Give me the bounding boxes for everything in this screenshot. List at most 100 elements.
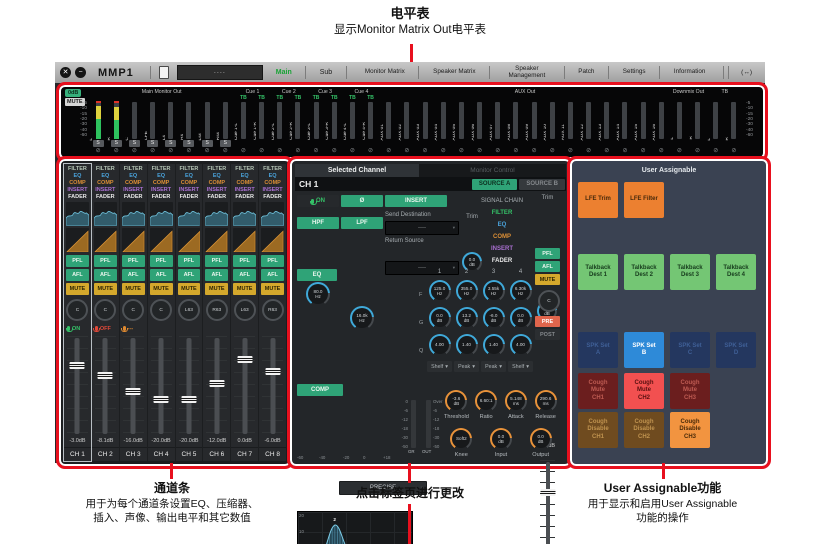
strip-eq-thumbnail[interactable] xyxy=(233,202,257,227)
talkback-button[interactable]: TB xyxy=(312,95,320,102)
comp-knob[interactable]: 290.6 ms xyxy=(534,390,557,412)
fader-handle[interactable] xyxy=(125,388,141,396)
solo-button[interactable]: S xyxy=(128,140,140,148)
solo-button[interactable]: S xyxy=(183,140,195,148)
talkback-button[interactable]: TB xyxy=(349,95,356,102)
strip-comp-thumbnail[interactable] xyxy=(233,228,257,253)
fader-handle[interactable] xyxy=(97,372,113,380)
strip-pan-knob[interactable]: C xyxy=(122,299,145,322)
eq-band-f-knob[interactable]: 6.30k Hz xyxy=(509,280,532,302)
strip-mute-button[interactable]: MUTE xyxy=(261,283,284,296)
eq-band-f-knob[interactable]: 125.0 Hz xyxy=(428,280,451,302)
eq-band-q-knob[interactable]: 1.40 xyxy=(482,334,505,356)
strip-pfl-button[interactable]: PFL xyxy=(233,255,257,268)
eq-band-f-knob[interactable]: 3.55k Hz xyxy=(482,280,505,302)
strip-eq-thumbnail[interactable] xyxy=(177,202,201,227)
connection-icon[interactable]: (↔) xyxy=(741,69,752,76)
eq-band-g-knob[interactable]: 13.2 dB xyxy=(455,307,478,329)
fader-handle[interactable] xyxy=(153,396,169,404)
strip-pfl-button[interactable]: PFL xyxy=(93,255,117,268)
comp-knob[interactable]: 0.0 dB xyxy=(529,428,552,450)
strip-pfl-button[interactable]: PFL xyxy=(66,255,89,268)
source-a-button[interactable]: SOURCE A xyxy=(471,178,518,190)
eq-marker-2[interactable]: 2 xyxy=(333,516,336,522)
strip-eq-thumbnail[interactable] xyxy=(149,202,173,227)
fader-handle[interactable] xyxy=(237,356,253,364)
strip-mute-button[interactable]: MUTE xyxy=(121,283,145,296)
eq-band-g-knob[interactable]: -6.0 dB xyxy=(482,307,505,329)
comp-button[interactable]: COMP xyxy=(297,384,343,396)
strip-comp-thumbnail[interactable] xyxy=(205,228,229,253)
eq-band-type-dropdown[interactable]: Peak ▾ xyxy=(454,361,479,372)
strip-mute-button[interactable]: MUTE xyxy=(149,283,173,296)
comp-knob[interactable]: Soft2 xyxy=(450,428,473,450)
strip-pan-knob[interactable]: L63 xyxy=(231,297,258,324)
titlebar-tab-monitor-matrix[interactable]: Monitor Matrix xyxy=(364,68,405,76)
solo-button[interactable]: S xyxy=(165,140,177,148)
trim1-knob[interactable]: 0.0 dB xyxy=(462,252,482,272)
strip-comp-thumbnail[interactable] xyxy=(93,228,117,253)
user-button-spk-set-c[interactable]: SPK Set C xyxy=(670,332,710,368)
strip-fader[interactable] xyxy=(206,336,228,436)
fader-handle[interactable] xyxy=(540,488,555,496)
insert-button[interactable]: INSERT xyxy=(385,195,447,207)
user-button-spk-set-d[interactable]: SPK Set D xyxy=(716,332,756,368)
solo-button[interactable]: S xyxy=(92,140,104,148)
talkback-button[interactable]: TB xyxy=(294,95,302,102)
titlebar-tab-speaker-management[interactable]: Speaker Management xyxy=(508,64,546,79)
strip-mute-button[interactable]: MUTE xyxy=(177,283,201,296)
user-button-spk-set-a[interactable]: SPK Set A xyxy=(578,332,618,368)
strip-pfl-button[interactable]: PFL xyxy=(177,255,201,268)
eq-band-type-dropdown[interactable]: Peak ▾ xyxy=(481,361,506,372)
strip-comp-thumbnail[interactable] xyxy=(149,228,173,253)
strip-fader[interactable] xyxy=(122,336,144,436)
user-button-talkback-dest-3[interactable]: Talkback Dest 3 xyxy=(670,254,710,290)
strip-eq-thumbnail[interactable] xyxy=(121,202,145,227)
hpf-button[interactable]: HPF xyxy=(297,217,339,229)
tab-monitor-control[interactable]: Monitor Control xyxy=(419,164,566,177)
lpf-knob[interactable]: 16.0k Hz xyxy=(350,306,374,330)
strip-pan-knob[interactable]: C xyxy=(94,299,117,322)
sub-mode-label[interactable]: Sub xyxy=(319,69,333,76)
strip-pan-knob[interactable]: R63 xyxy=(259,297,286,324)
solo-button[interactable]: S xyxy=(219,140,231,148)
talkback-button[interactable]: TB xyxy=(367,95,374,102)
pre-button[interactable]: PRE xyxy=(535,316,560,327)
titlebar-tab-information[interactable]: Information xyxy=(673,68,706,76)
strip-fader[interactable] xyxy=(67,336,88,436)
user-button-lfe-trim[interactable]: LFE Trim xyxy=(578,182,618,218)
strip-pfl-button[interactable]: PFL xyxy=(121,255,145,268)
talkback-button[interactable]: TB xyxy=(330,95,338,102)
user-button-cough-mute-ch2[interactable]: Cough Mute CH2 xyxy=(624,373,664,409)
comp-knob[interactable]: 6.60:1 xyxy=(475,390,498,412)
user-button-cough-disable-ch1[interactable]: Cough Disable CH1 xyxy=(578,412,618,448)
user-button-lfe-filter[interactable]: LFE Filter xyxy=(624,182,664,218)
channel-strip[interactable]: FILTER EQ COMP INSERT FADER PFL AFL MUTE R63 -6.0… xyxy=(259,164,286,461)
pan-knob[interactable]: C xyxy=(538,290,560,312)
channel-fader[interactable] xyxy=(540,460,555,544)
fader-handle[interactable] xyxy=(181,396,197,404)
pfl-button[interactable]: PFL xyxy=(535,248,560,259)
strip-eq-thumbnail[interactable] xyxy=(205,202,229,227)
strip-fader[interactable] xyxy=(178,336,200,436)
talkback-button[interactable]: TB xyxy=(258,95,265,102)
strip-comp-thumbnail[interactable] xyxy=(177,228,201,253)
titlebar-tab-speaker-matrix[interactable]: Speaker Matrix xyxy=(433,68,476,76)
strip-comp-thumbnail[interactable] xyxy=(121,228,145,253)
strip-eq-thumbnail[interactable] xyxy=(261,202,284,227)
titlebar-tab-settings[interactable]: Settings xyxy=(622,68,646,76)
minimize-icon[interactable]: − xyxy=(75,67,86,78)
eq-band-g-knob[interactable]: 0.0 dB xyxy=(509,307,532,329)
strip-afl-button[interactable]: AFL xyxy=(66,269,89,282)
strip-eq-thumbnail[interactable] xyxy=(93,202,117,227)
strip-afl-button[interactable]: AFL xyxy=(261,269,284,282)
meter-mute-button[interactable]: MUTE xyxy=(65,98,85,106)
strip-afl-button[interactable]: AFL xyxy=(233,269,257,282)
strip-comp-thumbnail[interactable] xyxy=(66,228,89,253)
eq-band-type-dropdown[interactable]: Shelf ▾ xyxy=(508,361,533,372)
file-icon[interactable] xyxy=(158,66,169,79)
eq-band-type-dropdown[interactable]: Shelf ▾ xyxy=(427,361,452,372)
channel-strip[interactable]: FILTER EQ COMP INSERT FADER PFL AFL MUTE C ON -3.0… xyxy=(64,164,91,461)
strip-fader[interactable] xyxy=(262,336,283,436)
eq-band-g-knob[interactable]: 0.0 dB xyxy=(428,307,451,329)
